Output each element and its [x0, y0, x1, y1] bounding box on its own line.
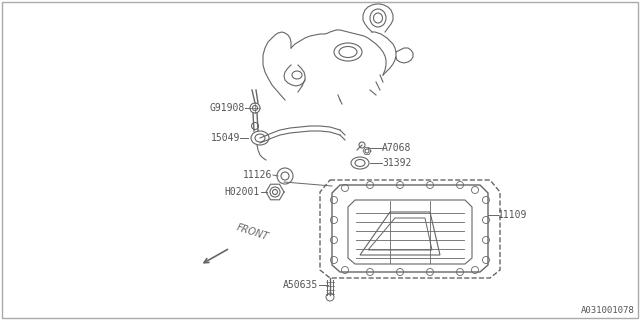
Text: A031001078: A031001078: [581, 306, 635, 315]
Text: H02001: H02001: [225, 187, 260, 197]
Text: 11109: 11109: [498, 210, 527, 220]
Text: G91908: G91908: [210, 103, 245, 113]
Text: 11126: 11126: [243, 170, 272, 180]
Text: 31392: 31392: [382, 158, 412, 168]
Text: A7068: A7068: [382, 143, 412, 153]
Text: FRONT: FRONT: [235, 222, 269, 242]
Text: A50635: A50635: [283, 280, 318, 290]
Text: 15049: 15049: [211, 133, 240, 143]
